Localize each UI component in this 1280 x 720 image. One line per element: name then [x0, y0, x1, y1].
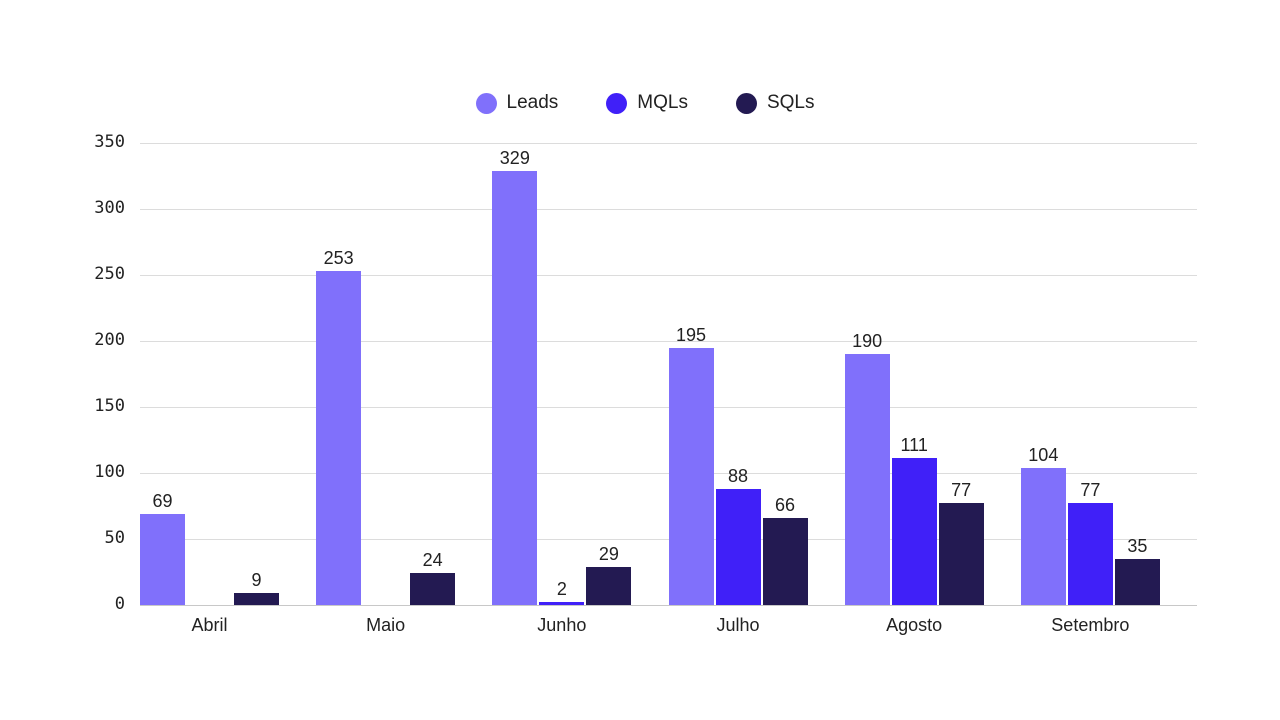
bar-sqls-junho[interactable] — [586, 566, 632, 605]
legend-leads-swatch-icon — [475, 92, 497, 114]
legend-sqls-swatch-icon — [735, 92, 757, 114]
data-label: 195 — [675, 324, 707, 345]
legend-item-sqls[interactable]: SQLs — [735, 92, 815, 114]
bar-mqls-julho[interactable] — [715, 488, 761, 605]
data-label: 77 — [1080, 480, 1101, 501]
bar-sqls-maio[interactable] — [410, 573, 456, 605]
y-tick-label: 150 — [94, 396, 125, 416]
x-tick-label: Maio — [366, 615, 406, 635]
x-tick-label: Julho — [716, 615, 760, 635]
bar-sqls-abril[interactable] — [234, 593, 279, 605]
gridline — [140, 209, 1197, 210]
data-label: 88 — [727, 465, 749, 486]
y-tick-label: 100 — [94, 462, 125, 482]
gridline — [140, 341, 1197, 342]
data-label: 24 — [422, 550, 443, 571]
bar-leads-abril[interactable] — [140, 513, 185, 605]
bar-leads-agosto[interactable] — [844, 354, 890, 605]
data-label: 9 — [251, 570, 262, 591]
data-label: 35 — [1127, 535, 1148, 556]
chart-legend: Leads MQLs SQLs — [0, 92, 1280, 114]
gridline — [140, 143, 1197, 144]
data-label: 69 — [152, 490, 173, 511]
data-label: 29 — [598, 543, 619, 564]
bar-leads-julho[interactable] — [668, 347, 714, 605]
bar-mqls-junho[interactable] — [539, 602, 585, 605]
legend-label: SQLs — [766, 92, 815, 113]
y-tick-label: 300 — [94, 198, 125, 218]
data-label: 253 — [323, 248, 354, 269]
legend-mqls-swatch-icon — [606, 92, 628, 114]
y-tick-label: 250 — [94, 264, 125, 284]
legend-item-mqls[interactable]: MQLs — [606, 92, 688, 114]
bar-leads-junho[interactable] — [492, 170, 538, 605]
data-label: 77 — [951, 480, 972, 501]
data-label: 2 — [556, 579, 567, 600]
x-tick-label: Junho — [537, 615, 587, 635]
data-label: 329 — [499, 147, 530, 168]
data-label: 111 — [900, 435, 928, 456]
data-label: 104 — [1028, 444, 1059, 465]
bar-leads-maio[interactable] — [316, 271, 362, 605]
y-tick-label: 50 — [104, 528, 125, 548]
data-label: 66 — [774, 494, 796, 515]
x-tick-label: Setembro — [1051, 615, 1130, 635]
data-label: 190 — [852, 331, 883, 352]
legend-label: MQLs — [637, 92, 688, 113]
bar-sqls-setembro[interactable] — [1114, 558, 1160, 605]
bar-leads-setembro[interactable] — [1020, 467, 1066, 605]
y-tick-label: 200 — [94, 330, 125, 350]
y-tick-label: 0 — [114, 594, 125, 614]
bar-mqls-setembro[interactable] — [1067, 503, 1113, 605]
bar-sqls-agosto[interactable] — [938, 503, 984, 605]
x-tick-label: Agosto — [886, 615, 943, 635]
bar-mqls-agosto[interactable] — [891, 458, 937, 605]
y-tick-label: 350 — [94, 132, 125, 152]
legend-item-leads[interactable]: Leads — [475, 92, 559, 114]
bar-sqls-julho[interactable] — [762, 517, 808, 605]
gridline — [140, 275, 1197, 276]
legend-label: Leads — [506, 92, 559, 113]
plot-area: 69 9 253 24 329 2 29 195 88 66 190 111 77 104 77 35 — [140, 143, 1197, 606]
x-tick-label: Abril — [191, 615, 228, 635]
x-axis-baseline — [140, 605, 1197, 606]
